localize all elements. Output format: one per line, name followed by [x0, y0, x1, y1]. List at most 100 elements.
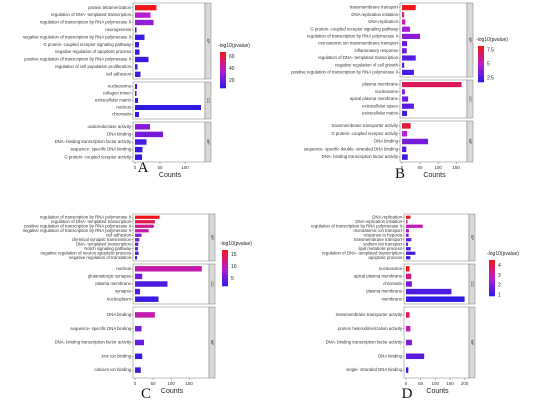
bar — [135, 42, 139, 47]
bar — [406, 312, 410, 318]
legend-title: -log10(pvalue) — [487, 251, 519, 257]
term-label: DNA- binding transcription factor activi… — [55, 340, 132, 345]
term-label: DNA binding — [107, 312, 131, 317]
bar — [135, 27, 137, 32]
bar — [406, 216, 410, 219]
bar — [402, 82, 462, 87]
facet-mf: MFDNA bindingsequence- specific DNA bind… — [55, 307, 215, 378]
bar — [402, 12, 404, 17]
x-tick-label: 50 — [418, 165, 424, 170]
bar — [135, 216, 160, 219]
facet-strip-label: BP — [206, 38, 210, 44]
x-axis-label: Counts — [161, 388, 184, 395]
term-label: membrane — [381, 296, 402, 301]
term-label: nucleus — [116, 266, 131, 271]
x-tick-label: 0 — [134, 165, 137, 170]
bar — [406, 238, 411, 241]
bar — [402, 55, 416, 60]
term-label: nucleosome — [379, 266, 403, 271]
term-label: nucleosome — [375, 89, 399, 94]
term-label: negative regulation of transcription by … — [23, 34, 131, 39]
bar — [135, 98, 138, 103]
bar — [135, 354, 142, 360]
colorbar-legend: -log10(pvalue)1234 — [487, 251, 519, 298]
term-label: nucleus — [116, 105, 131, 110]
bar — [135, 312, 155, 318]
bar — [135, 91, 137, 96]
bar — [135, 252, 139, 255]
bar — [135, 289, 140, 294]
facet-frame — [400, 3, 467, 77]
bar — [135, 57, 149, 62]
x-tick-label: 100 — [434, 165, 442, 170]
colorbar-step — [220, 87, 226, 89]
term-label: collagen trimer — [103, 91, 132, 96]
bar — [135, 340, 144, 346]
facet-strip-label: BP — [468, 37, 472, 43]
bar — [135, 274, 142, 279]
bar — [135, 281, 167, 286]
panel-letter: B — [395, 166, 405, 182]
bar — [402, 96, 408, 101]
x-tick-label: 50 — [151, 381, 157, 386]
term-label: positive regulation of transcription by … — [24, 57, 131, 62]
bar — [402, 131, 407, 137]
bar — [406, 367, 408, 373]
bar — [135, 132, 163, 137]
panel-letter: A — [138, 160, 149, 176]
term-label: negative regulation of apoptotic process — [55, 49, 131, 54]
facet-strip-label: CC — [470, 281, 474, 287]
bar — [402, 48, 407, 53]
term-label: single- stranded DNA binding — [346, 367, 402, 372]
colorbar-tick-label: 4 — [498, 263, 501, 269]
bar — [135, 225, 154, 228]
bar — [402, 19, 405, 24]
facet-strip-label: BP — [210, 235, 214, 241]
legend-title: -log10(pvalue) — [220, 241, 252, 247]
colorbar-step — [222, 285, 228, 287]
panel-d: BPDNA replicationDNA replication initiat… — [311, 214, 519, 402]
term-label: regulation of DNA- templated transcripti… — [51, 12, 132, 17]
colorbar-step — [478, 81, 484, 83]
term-label: glutamatergic synapse — [88, 274, 132, 279]
bar — [402, 27, 410, 32]
bar — [135, 49, 140, 54]
bar — [402, 123, 411, 128]
colorbar-tick-label: 1 — [498, 292, 501, 298]
facet-cc: CCnucleusglutamatergic synapseplasma mem… — [88, 264, 215, 304]
term-label: extracellular matrix — [95, 98, 132, 103]
x-tick-label: 50 — [418, 381, 424, 386]
bar — [402, 111, 407, 116]
bar — [406, 243, 408, 246]
bar — [406, 229, 409, 232]
facet-bp: BP transmembrane transport DNA replication… — [291, 3, 473, 77]
panel-letter: C — [141, 386, 151, 402]
bar — [402, 5, 416, 10]
bar — [406, 274, 411, 279]
term-label: neurogenesis — [105, 27, 131, 32]
facet-strip-label: MF — [468, 139, 472, 145]
term-label: cell adhesion — [106, 71, 132, 76]
term-label: apoptotic process — [368, 255, 402, 260]
facet-strip-label: CC — [210, 281, 214, 287]
term-label: nucleoplasm — [107, 296, 132, 301]
term-label: inflammatory response — [355, 48, 399, 53]
bar — [135, 147, 143, 152]
term-label: nucleosome — [108, 84, 132, 89]
x-tick-label: 100 — [432, 381, 440, 386]
term-label: chromatin — [383, 281, 402, 286]
term-label: apical plasma membrane — [350, 96, 399, 101]
bar — [406, 252, 415, 255]
panel-a: BP protein tetramerization regulation of D… — [23, 3, 251, 179]
term-label: DNA binding — [378, 353, 402, 358]
x-tick-label: 150 — [446, 381, 454, 386]
bar — [135, 105, 201, 110]
term-label: transmembrane transporter activity — [336, 312, 403, 317]
term-label: regulation of DNA- templated transcripti… — [318, 55, 399, 60]
colorbar-tick-label: 2.5 — [487, 75, 494, 81]
bar — [402, 154, 408, 160]
colorbar-tick-label: 60 — [229, 54, 235, 60]
panel-b: BPtransmembrane transportDNA replication… — [291, 3, 508, 182]
panel-letter: D — [402, 386, 413, 402]
